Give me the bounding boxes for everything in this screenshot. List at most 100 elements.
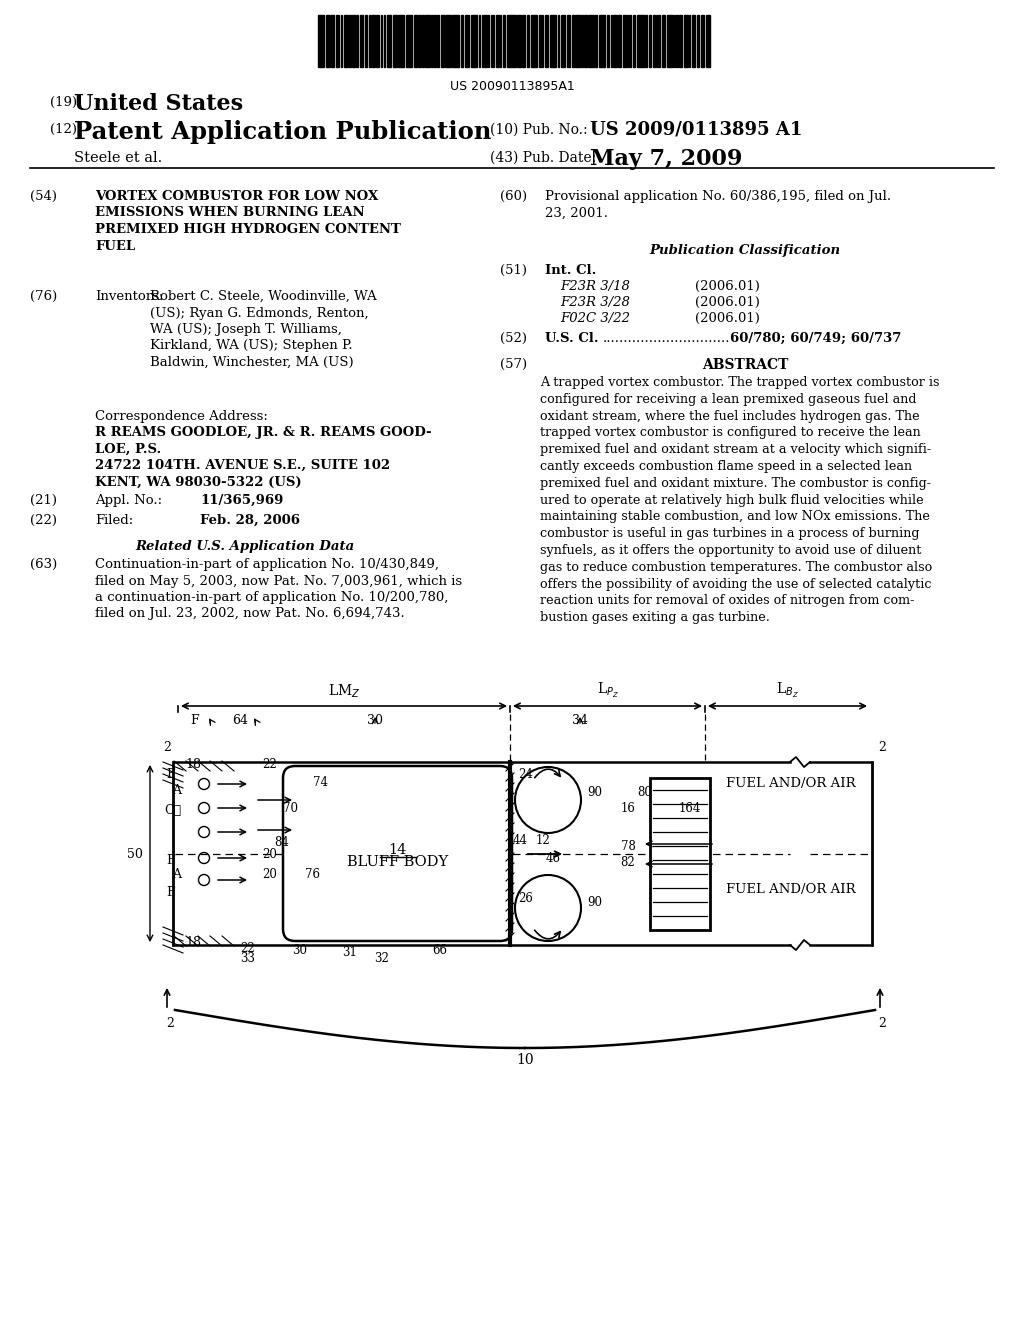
Text: 60/780; 60/749; 60/737: 60/780; 60/749; 60/737 xyxy=(730,333,901,345)
Text: US 2009/0113895 A1: US 2009/0113895 A1 xyxy=(590,120,803,139)
Text: Steele et al.: Steele et al. xyxy=(74,150,162,165)
Text: 32: 32 xyxy=(375,952,389,965)
Bar xyxy=(662,15,665,67)
Bar xyxy=(353,15,355,67)
Bar xyxy=(441,15,444,67)
Bar xyxy=(692,15,695,67)
Bar xyxy=(466,15,469,67)
Text: 90: 90 xyxy=(588,896,602,909)
Text: 66: 66 xyxy=(432,944,447,957)
Text: 2: 2 xyxy=(166,1016,174,1030)
Text: F23R 3/28: F23R 3/28 xyxy=(560,296,630,309)
Bar xyxy=(561,15,564,67)
Text: 14: 14 xyxy=(388,842,407,857)
Bar xyxy=(679,15,682,67)
Bar xyxy=(645,15,647,67)
Bar xyxy=(614,15,617,67)
Text: Correspondence Address:: Correspondence Address: xyxy=(95,411,268,422)
Bar xyxy=(531,15,534,67)
Text: (2006.01): (2006.01) xyxy=(695,312,760,325)
Bar xyxy=(522,15,525,67)
Text: 18: 18 xyxy=(185,936,201,949)
Bar xyxy=(633,15,635,67)
Text: 80: 80 xyxy=(638,787,652,800)
Bar xyxy=(455,15,457,67)
Bar xyxy=(409,15,412,67)
Bar xyxy=(676,15,678,67)
Text: Continuation-in-part of application No. 10/430,849,
filed on May 5, 2003, now Pa: Continuation-in-part of application No. … xyxy=(95,558,462,620)
Text: US 20090113895A1: US 20090113895A1 xyxy=(450,81,574,92)
Text: 82: 82 xyxy=(621,855,635,869)
Text: 30: 30 xyxy=(367,714,383,727)
Bar xyxy=(507,15,510,67)
Bar xyxy=(658,15,660,67)
Text: (19): (19) xyxy=(50,96,77,110)
Text: 31: 31 xyxy=(343,946,357,960)
Text: L$_{P_Z}$: L$_{P_Z}$ xyxy=(597,681,618,700)
Text: BLUFF BODY: BLUFF BODY xyxy=(347,854,449,869)
Bar xyxy=(639,15,642,67)
Bar xyxy=(422,15,424,67)
Bar xyxy=(445,15,449,67)
Bar xyxy=(650,777,710,931)
FancyBboxPatch shape xyxy=(283,766,512,941)
Text: Publication Classification: Publication Classification xyxy=(649,244,841,257)
Bar xyxy=(331,15,334,67)
Bar xyxy=(327,15,330,67)
Bar xyxy=(567,15,570,67)
Bar xyxy=(395,15,397,67)
Bar xyxy=(602,15,605,67)
Bar xyxy=(321,15,324,67)
Text: R REAMS GOODLOE, JR. & R. REAMS GOOD-
LOE, P.S.
24722 104TH. AVENUE S.E., SUITE : R REAMS GOODLOE, JR. & R. REAMS GOOD- LO… xyxy=(95,426,432,488)
Text: 46: 46 xyxy=(546,851,560,865)
Bar xyxy=(437,15,439,67)
Text: 30: 30 xyxy=(293,944,307,957)
Text: Provisional application No. 60/386,195, filed on Jul.
23, 2001.: Provisional application No. 60/386,195, … xyxy=(545,190,891,219)
Bar xyxy=(400,15,402,67)
Text: May 7, 2009: May 7, 2009 xyxy=(590,148,742,170)
Bar xyxy=(623,15,625,67)
Text: (22): (22) xyxy=(30,513,57,527)
Text: 34: 34 xyxy=(572,714,588,727)
Text: F23R 3/18: F23R 3/18 xyxy=(560,280,630,293)
Text: 50: 50 xyxy=(127,847,143,861)
Text: 18: 18 xyxy=(185,759,201,771)
Bar xyxy=(474,15,477,67)
Text: 74: 74 xyxy=(312,776,328,789)
Text: 64: 64 xyxy=(232,714,248,726)
Text: (60): (60) xyxy=(500,190,527,203)
Bar xyxy=(503,15,505,67)
Text: FUEL AND/OR AIR: FUEL AND/OR AIR xyxy=(726,883,856,896)
Bar xyxy=(419,15,421,67)
Bar xyxy=(369,15,371,67)
Text: United States: United States xyxy=(74,92,243,115)
Text: 78: 78 xyxy=(621,840,636,853)
Text: A: A xyxy=(172,869,181,882)
Bar xyxy=(539,15,541,67)
Bar xyxy=(642,15,644,67)
Text: F: F xyxy=(190,714,200,726)
Bar xyxy=(398,15,400,67)
Bar xyxy=(697,15,699,67)
Text: F: F xyxy=(166,854,175,866)
Text: F: F xyxy=(166,887,175,899)
Bar xyxy=(346,15,348,67)
Text: 16: 16 xyxy=(621,801,636,814)
Bar xyxy=(431,15,433,67)
Text: 20: 20 xyxy=(262,869,278,882)
Bar xyxy=(670,15,673,67)
Bar xyxy=(336,15,339,67)
Bar xyxy=(365,15,367,67)
Bar xyxy=(534,15,537,67)
Bar xyxy=(581,15,583,67)
Bar xyxy=(393,15,395,67)
Bar xyxy=(387,15,390,67)
Text: Int. Cl.: Int. Cl. xyxy=(545,264,596,277)
Text: 20: 20 xyxy=(262,849,278,862)
Text: Cℓ: Cℓ xyxy=(164,804,181,817)
Text: F: F xyxy=(166,768,175,781)
Text: 90: 90 xyxy=(588,787,602,800)
Text: (10) Pub. No.:: (10) Pub. No.: xyxy=(490,123,588,137)
Bar xyxy=(527,15,529,67)
Bar xyxy=(706,15,709,67)
